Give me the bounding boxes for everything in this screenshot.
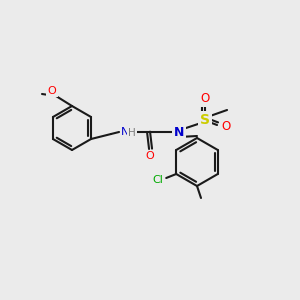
- Text: H: H: [128, 128, 136, 138]
- Text: O: O: [221, 121, 231, 134]
- Text: N: N: [174, 125, 184, 139]
- Text: N: N: [121, 127, 129, 137]
- Text: Cl: Cl: [153, 175, 164, 185]
- Text: O: O: [146, 151, 154, 161]
- Text: O: O: [200, 92, 210, 106]
- Text: S: S: [200, 113, 210, 127]
- Text: O: O: [48, 86, 56, 96]
